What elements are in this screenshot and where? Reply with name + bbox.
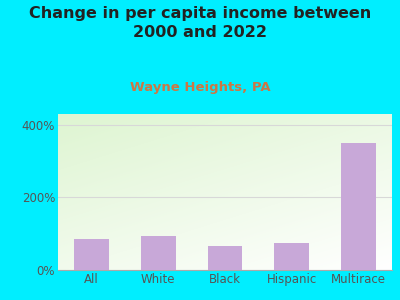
Bar <box>208 246 242 270</box>
Bar <box>141 236 176 270</box>
Text: Change in per capita income between
2000 and 2022: Change in per capita income between 2000… <box>29 6 371 40</box>
Bar <box>274 243 309 270</box>
Text: Wayne Heights, PA: Wayne Heights, PA <box>130 81 270 94</box>
Bar <box>341 143 376 270</box>
Bar <box>74 239 109 270</box>
